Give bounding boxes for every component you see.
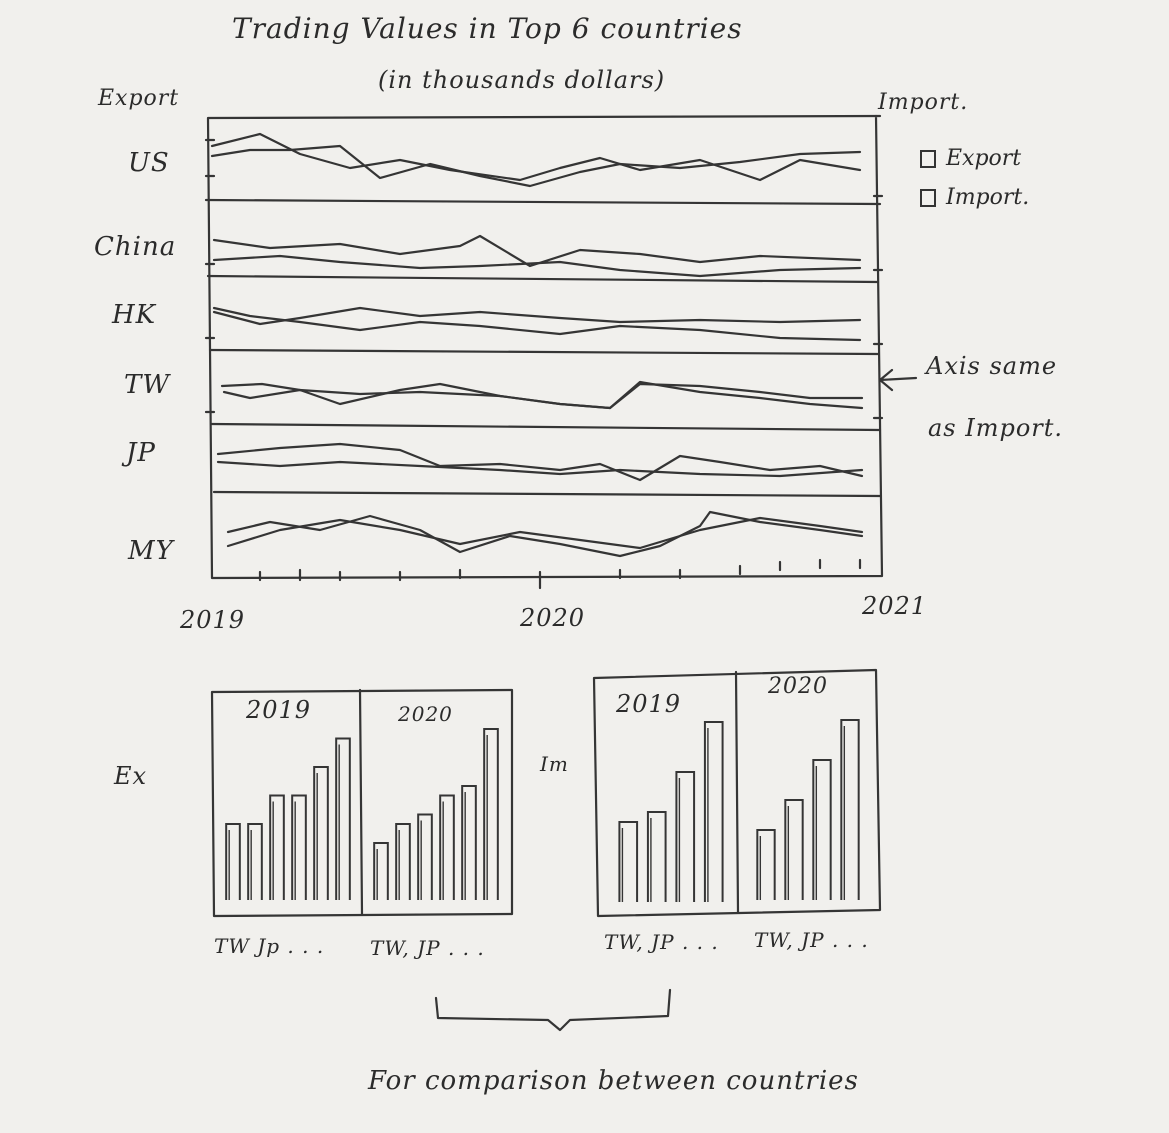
series-my-export [226,510,864,558]
bar [618,821,639,902]
panel-separator [204,198,882,206]
bar-category-label: TW, JP . . . [754,928,869,952]
bar [395,823,411,900]
country-label-hk: HK [112,300,157,330]
bar [840,719,860,900]
bar-panel-frame-export [210,688,514,918]
right-axis-label: Import. [878,90,969,115]
annotation-line-1: Axis same [926,352,1058,380]
series-jp-export [216,442,864,482]
bar [812,759,832,900]
series-hk-export [212,306,862,326]
bar [675,771,696,902]
panel-year-label: 2020 [398,702,453,726]
bar-panel-frame-import [592,668,882,918]
annotation-arrow [878,368,918,392]
bar [269,794,285,900]
bar-category-label: TW, JP . . . [604,930,719,954]
bar [335,737,351,900]
bar [373,842,389,900]
series-us-export [210,132,862,182]
legend: Export Import. [920,146,1029,224]
bar [313,766,329,900]
legend-label: Export [946,146,1022,171]
series-jp-import [216,460,864,478]
country-label-my: MY [128,536,174,566]
line-chart-frame [206,114,884,580]
series-tw-import [222,382,864,410]
legend-item-export[interactable]: Export [920,146,1029,171]
series-china-export [212,234,862,268]
panel-year-label: 2019 [616,690,682,718]
chart-subtitle: (in thousands dollars) [378,66,666,94]
x-tick-label: 2021 [862,592,928,620]
bar-panel-divider-import [734,670,740,914]
bar [461,785,477,900]
legend-label: Import. [946,185,1030,210]
bar [439,794,455,900]
chart-title: Trading Values in Top 6 countries [232,12,743,45]
bars-layer [225,719,860,902]
country-label-china: China [94,232,177,262]
left-axis-label: Export [98,86,180,111]
axis-ticks [204,138,884,420]
bar [225,823,241,900]
bar-category-label: TW Jp . . . [214,934,325,958]
panel-separator [208,348,880,356]
bar [417,813,433,900]
bar [756,829,776,900]
bar-panel-divider-export [358,688,364,916]
panel-year-label: 2020 [768,674,828,699]
series-my-import [226,516,864,550]
annotation-line-2: as Import. [928,414,1064,442]
bar [291,794,307,900]
country-label-us: US [128,148,170,178]
series-us-import [210,144,862,188]
x-tick-label: 2019 [180,606,246,634]
x-tick-label: 2020 [520,604,586,632]
legend-item-import[interactable]: Import. [920,185,1029,210]
panel-separator [206,274,880,284]
bar [646,811,667,902]
checkbox-icon[interactable] [920,149,936,168]
bar [784,799,804,900]
bar [247,823,263,900]
country-label-tw: TW [124,370,171,400]
bar-category-label: TW, JP . . . [370,936,485,960]
import-panel-label: Im [540,752,569,776]
series-hk-import [212,306,862,342]
x-axis-ticks [258,558,862,590]
bar [703,721,724,902]
series-tw-export [220,380,864,410]
series-china-import [212,254,862,278]
country-label-jp: JP [126,438,156,468]
checkbox-icon[interactable] [920,188,936,207]
panel-separator [212,490,882,498]
panel-separator [210,422,882,432]
export-panel-label: Ex [114,762,148,790]
bar [483,728,499,900]
comparison-brace [434,988,672,1032]
panel-year-label: 2019 [246,696,312,724]
comparison-caption: For comparison between countries [368,1066,859,1096]
